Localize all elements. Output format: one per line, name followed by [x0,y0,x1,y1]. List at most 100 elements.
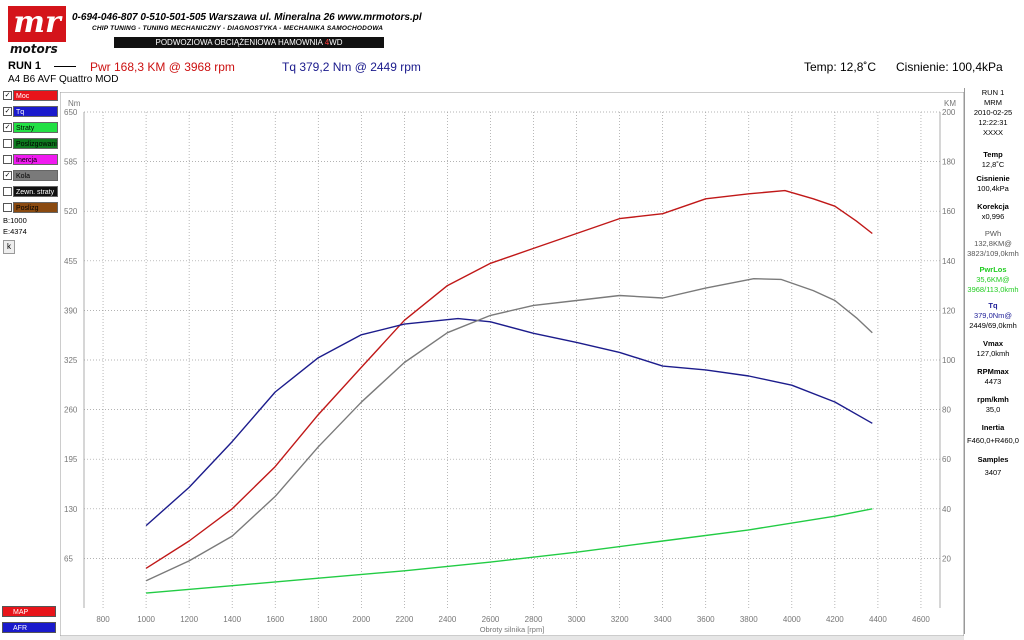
panel-pwrlos-rpm: 3968/113,0kmh [967,285,1019,294]
panel-rpmkmh-value: 35,0 [985,405,1001,414]
x-tick-label: 1200 [180,615,198,624]
legend-label: Tq [13,106,58,117]
panel-press-value: 100,4kPa [977,184,1009,193]
panel-rpmkmh-label: rpm/kmh [977,395,1009,404]
x-tick-label: 4000 [783,615,801,624]
panel-press-label: Cisnienie [976,174,1010,183]
legend-item[interactable]: ✓ Tq [3,106,58,117]
x-tick-label: 800 [96,615,110,624]
legend-checkbox[interactable] [3,187,12,196]
temperature-text: Temp: 12,8˚C [804,60,877,74]
panel-temp-value: 12,8˚C [981,160,1005,169]
left-tick-label: 650 [64,108,78,117]
right-tick-label: 100 [942,356,956,365]
legend-item[interactable]: ✓ Moc [3,90,58,101]
legend-label: Poslizg [13,202,58,213]
panel-vmax-value: 127,0kmh [976,349,1010,358]
left-tick-label: 195 [64,455,78,464]
run-label: RUN 1 [8,60,42,72]
left-tick-label: 260 [64,406,78,415]
panel-rpmmax-label: RPMmax [977,367,1009,376]
legend-checkbox[interactable]: ✓ [3,91,12,100]
panel-inertia-label: Inertia [981,423,1005,432]
panel-pwh-value: 132,8KM@ [974,239,1012,248]
peak-power-text: Pwr 168,3 KM @ 3968 rpm [90,60,235,74]
peak-torque-text: Tq 379,2 Nm @ 2449 rpm [282,60,421,74]
legend-item[interactable]: Zewn. straty [3,186,58,197]
legend-item[interactable]: Poslizgowania [3,138,58,149]
x-tick-label: 3400 [654,615,672,624]
panel-pwrlos-value: 35,6KM@ [976,275,1010,284]
pressure-text: Cisnienie: 100,4kPa [896,60,1003,74]
panel-samples-label: Samples [977,455,1009,464]
legend-checkbox[interactable] [3,155,12,164]
panel-pwrlos-label: PwrLos [979,265,1007,274]
dyno-chart: 65 130 195 260 325 390 455 520 585 650 20 40 60 80 10… [60,92,964,636]
panel-tq-label: Tq [988,301,998,310]
left-tick-label: 325 [64,356,78,365]
legend-checkbox[interactable]: ✓ [3,171,12,180]
x-tick-label: 3800 [740,615,758,624]
left-tick-label: 65 [64,554,73,563]
x-tick-label: 1800 [309,615,327,624]
bottom-scroll-strip[interactable] [60,636,964,640]
dyno-banner: PODWOZIOWA OBCIĄŻENIOWA HAMOWNIA 4WD [114,37,384,48]
legend-checkbox[interactable]: ✓ [3,123,12,132]
right-tick-label: 40 [942,505,951,514]
legend-item[interactable]: Poslizg [3,202,58,213]
panel-run: RUN 1 [981,88,1005,97]
x-tick-label: 2200 [395,615,413,624]
x-axis-label: Obroty silnika [rpm] [480,625,545,634]
x-tick-label: 4200 [826,615,844,624]
right-axis: 20 40 60 80 100 120 140 160 180 200 [942,108,956,563]
legend-checkbox[interactable]: ✓ [3,107,12,116]
right-axis-unit: KM [944,99,956,108]
left-tick-label: 130 [64,505,78,514]
k-button[interactable]: k [3,240,15,254]
panel-tq-value: 379,0Nm@ [973,311,1013,320]
x-tick-label: 3200 [611,615,629,624]
right-tick-label: 80 [942,406,951,415]
left-axis-unit: Nm [68,99,81,108]
bottom-legend-item[interactable]: MAP [2,606,56,617]
banner-suffix: WD [329,38,343,47]
x-tick-label: 2400 [439,615,457,624]
legend-item[interactable]: ✓ Straty [3,122,58,133]
x-axis: 800 1000 1200 1400 1600 1800 2000 2200 2400 2600 2… [96,615,930,624]
x-tick-label: 1000 [137,615,155,624]
panel-corr-value: x0,996 [981,212,1005,221]
x-tick-label: 2000 [352,615,370,624]
panel-samples-value: 3407 [984,468,1002,477]
right-tick-label: 20 [942,554,951,563]
chart-series [145,189,873,594]
logo-mark: mr [8,6,66,42]
legend-label: Kola [13,170,58,181]
panel-inertia-value: F460,0+R460,0 [967,436,1019,445]
legend-item[interactable]: Inercja [3,154,58,165]
panel-vmax-label: Vmax [982,339,1003,348]
legend-item[interactable]: ✓ Kola [3,170,58,181]
right-tick-label: 60 [942,455,951,464]
right-tick-label: 120 [942,306,956,315]
bottom-legend-item[interactable]: AFR [2,622,56,633]
x-tick-label: 1600 [266,615,284,624]
panel-pwh-rpm: 3823/109,0kmh [967,249,1019,258]
right-tick-label: 160 [942,207,956,216]
panel-pwh-label: PWh [984,229,1002,238]
panel-user: MRM [984,98,1002,107]
x-tick-label: 2600 [482,615,500,624]
banner-text: PODWOZIOWA OBCIĄŻENIOWA HAMOWNIA [155,38,325,47]
x-tick-label: 4600 [912,615,930,624]
panel-date: 2010-02-25 [973,108,1013,117]
left-tick-label: 455 [64,257,78,266]
legend-checkbox[interactable] [3,139,12,148]
legend-checkbox[interactable] [3,203,12,212]
series-line-tq [145,317,873,527]
legend-label: Straty [13,122,58,133]
left-axis: 65 130 195 260 325 390 455 520 585 650 [64,108,78,563]
info-begin: B:1000 [3,216,27,225]
chart-frame [60,92,964,636]
x-tick-label: 3000 [568,615,586,624]
x-tick-label: 1400 [223,615,241,624]
x-tick-label: 3600 [697,615,715,624]
